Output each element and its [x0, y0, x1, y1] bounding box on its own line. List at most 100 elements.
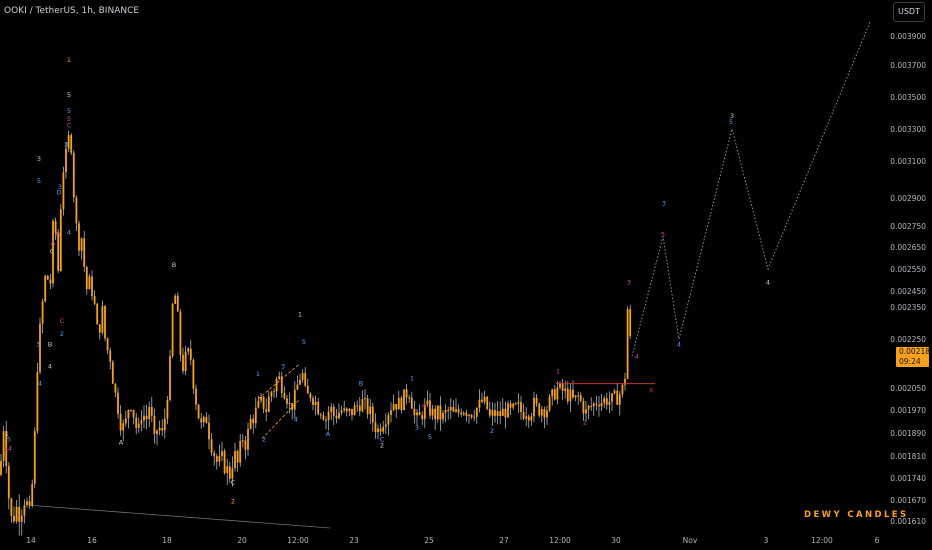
candle-body	[416, 412, 418, 416]
candle-body	[486, 396, 489, 409]
y-tick-label: 0.002550	[890, 265, 926, 274]
candle-body	[358, 405, 361, 412]
y-tick-label: 0.001810	[890, 452, 926, 461]
candle-body	[114, 383, 117, 393]
candle-body	[460, 412, 463, 415]
candle-body	[348, 408, 351, 412]
wave-label: C	[67, 121, 72, 129]
y-tick-label: 0.001890	[890, 429, 926, 438]
y-tick-label: 0.002350	[890, 303, 926, 312]
candle-body	[564, 388, 567, 391]
candle-body	[46, 275, 49, 280]
candle-body	[530, 416, 533, 421]
wave-label: 5	[67, 91, 71, 99]
wave-label: B	[56, 231, 60, 239]
candle-body	[361, 398, 364, 412]
candle-body	[182, 354, 184, 372]
candle-body	[319, 414, 322, 416]
wave-label: C	[380, 436, 385, 444]
currency-unit-button[interactable]: USDT	[893, 2, 925, 22]
candle-body	[332, 406, 335, 416]
wave-label: 3	[627, 278, 631, 286]
candle-body	[109, 350, 112, 362]
candle-body	[512, 403, 515, 408]
candle-body	[431, 408, 434, 416]
candle-body	[195, 388, 197, 405]
candle-body	[65, 148, 67, 173]
y-tick-label: 0.002050	[890, 384, 926, 393]
candle-body	[179, 311, 182, 355]
wave-label: 4	[294, 416, 298, 424]
candle-body	[338, 412, 340, 419]
wave-label: 2	[380, 441, 384, 449]
candle-body	[327, 411, 330, 421]
candle-body	[78, 223, 80, 251]
candle-body	[504, 408, 507, 418]
wave-label: 3	[36, 340, 40, 348]
wave-label: 5	[661, 231, 665, 239]
candle-body	[10, 498, 13, 516]
projection-path	[631, 21, 871, 357]
candle-body	[83, 238, 86, 267]
candle-body	[605, 398, 608, 405]
candle-body	[176, 295, 179, 312]
x-tick-label: 30	[611, 536, 621, 545]
candle-body	[41, 301, 44, 324]
candle-body	[231, 468, 234, 479]
candle-body	[2, 431, 5, 461]
candle-body	[275, 379, 278, 392]
candle-body	[410, 397, 413, 409]
candle-body	[556, 387, 559, 400]
candle-body	[322, 415, 325, 420]
watermark-text: DEWY CANDLES	[804, 510, 909, 520]
candle-body	[223, 451, 226, 474]
candle-body	[522, 411, 525, 419]
candle-body	[104, 305, 106, 339]
bar-countdown: 09:24	[899, 356, 921, 366]
candle-body	[171, 304, 174, 357]
candle-body	[122, 423, 125, 431]
candle-body	[439, 405, 442, 420]
candle-body	[371, 406, 374, 423]
candle-body	[577, 395, 580, 397]
candle-body	[260, 396, 262, 401]
y-tick-label: 0.002750	[890, 222, 926, 231]
candle-body	[603, 398, 606, 404]
y-tick-label: 0.003300	[890, 125, 926, 134]
candle-body	[96, 303, 99, 325]
wave-label: 5	[428, 433, 432, 441]
wave-label: 3	[730, 112, 734, 120]
x-tick-label: 20	[237, 536, 247, 545]
y-tick-label: 0.001610	[890, 517, 926, 526]
candle-body	[132, 410, 135, 418]
candle-body	[356, 405, 359, 407]
candle-body	[600, 403, 603, 407]
candle-body	[7, 465, 10, 499]
candle-body	[455, 409, 457, 412]
candle-body	[202, 416, 205, 423]
candle-body	[52, 220, 54, 284]
candle-body	[449, 406, 452, 411]
candle-body	[54, 220, 57, 233]
candle-body	[478, 399, 481, 408]
candle-body	[436, 405, 439, 420]
candle-body	[514, 403, 517, 405]
candle-body	[252, 418, 255, 424]
x-tick-label: 6	[875, 536, 880, 545]
wave-label: 1	[256, 370, 260, 378]
candle-body	[574, 395, 577, 398]
candle-body	[621, 384, 624, 395]
candle-body	[124, 418, 127, 424]
candle-body	[28, 501, 31, 506]
candle-body	[117, 392, 119, 414]
candle-body	[44, 275, 47, 302]
x-tick-label: 27	[499, 536, 509, 545]
candle-body	[119, 413, 122, 431]
candle-body	[161, 428, 164, 431]
symbol-title: OOKI / TetherUS, 1h, BINANCE	[4, 6, 140, 16]
candle-body	[13, 515, 15, 522]
wave-label: 4	[422, 401, 426, 409]
candle-body	[548, 396, 551, 411]
